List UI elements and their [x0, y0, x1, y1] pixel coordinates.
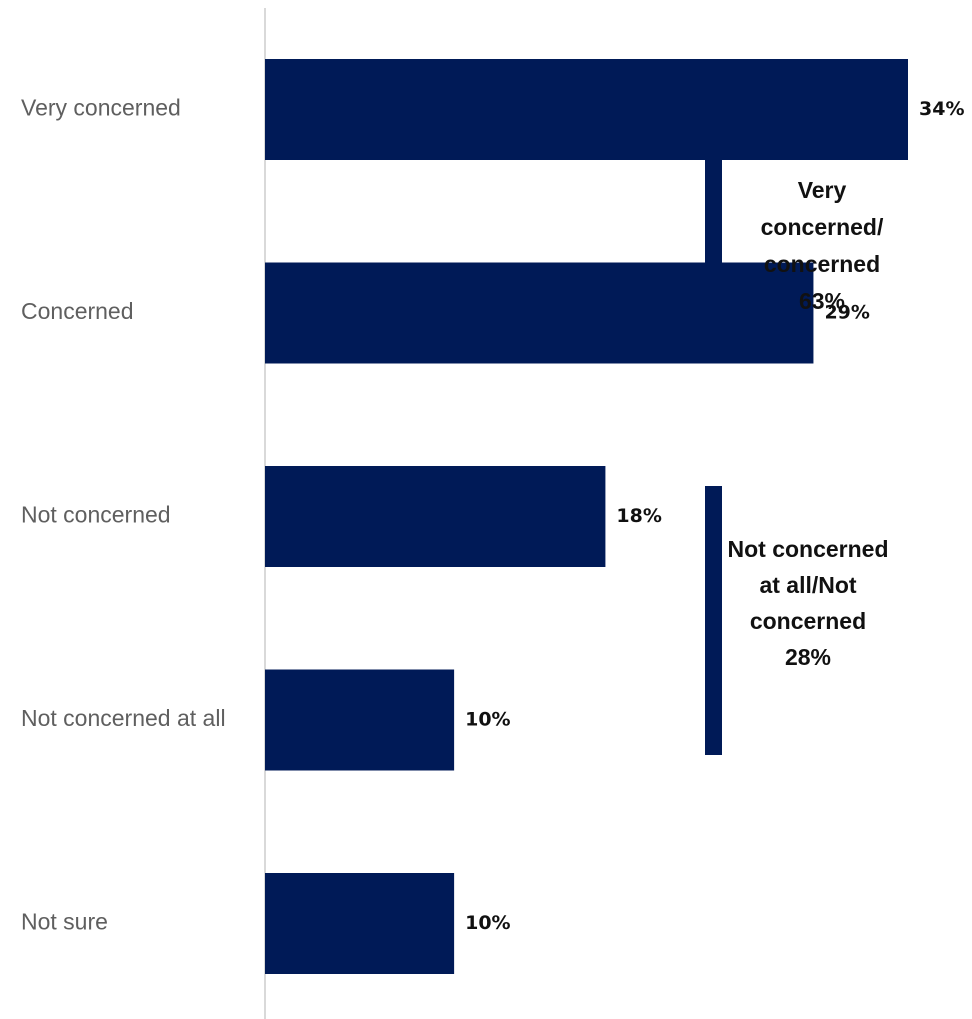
- bar: [265, 262, 814, 364]
- group-label-line: concerned/: [761, 214, 884, 240]
- value-label: 34%: [919, 98, 964, 120]
- value-label: 29%: [824, 302, 869, 324]
- group-label-line: 28%: [785, 644, 831, 670]
- category-label: Not concerned at all: [21, 705, 226, 731]
- group-label-line: 63%: [799, 288, 845, 314]
- bar: [265, 873, 455, 974]
- group-label-line: concerned: [750, 608, 866, 634]
- bar: [265, 466, 606, 567]
- value-label: 10%: [465, 709, 510, 731]
- value-label: 18%: [616, 505, 661, 527]
- group-annotations: Very concerned/concerned 63% Not concerned a…: [705, 110, 889, 755]
- group-label-line: at all/Not: [759, 572, 856, 598]
- bar: [265, 669, 455, 771]
- group-label-line: concerned: [764, 251, 880, 277]
- group-bracket: [705, 110, 722, 357]
- group-label-line: Not concerned: [727, 536, 888, 562]
- bar: [265, 59, 908, 160]
- group-label-line: Very: [798, 177, 847, 203]
- category-label: Very concerned: [21, 95, 181, 121]
- bars: Very concerned 34% Concerned 29% Not concern…: [21, 59, 964, 974]
- value-label: 10%: [465, 912, 510, 934]
- category-label: Concerned: [21, 298, 134, 324]
- category-label: Not sure: [21, 909, 108, 935]
- category-label: Not concerned: [21, 502, 171, 528]
- group-bracket: [705, 486, 722, 755]
